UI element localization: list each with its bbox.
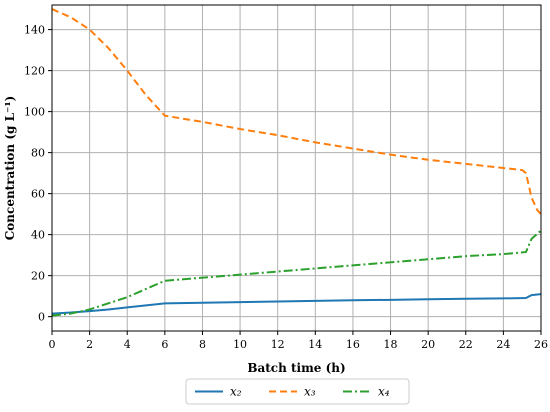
series-line [51, 8, 542, 215]
series-layer [51, 8, 542, 317]
legend-label: x₂ [230, 385, 242, 399]
y-tick-label: 100 [24, 106, 45, 119]
x-tick-label: 16 [346, 338, 360, 351]
legend-box [185, 378, 410, 405]
x-tick-label: 6 [161, 338, 168, 351]
x-tick-label: 12 [271, 338, 285, 351]
ticks-layer: 0 2 4 6 8 10 12 14 16 18 20 22 24 2602040608010012014… [24, 24, 548, 351]
x-tick-label: 20 [421, 338, 435, 351]
x-tick-label: 22 [459, 338, 473, 351]
x-tick-label: 8 [199, 338, 206, 351]
series-line [51, 293, 542, 315]
y-tick-label: 0 [38, 311, 45, 324]
x-tick-label: 2 [86, 338, 93, 351]
legend-label: x₄ [378, 385, 390, 399]
legend-label: x₃ [304, 385, 316, 399]
x-tick-label: 10 [233, 338, 247, 351]
x-tick-label: 0 [49, 338, 56, 351]
grid-layer [51, 5, 542, 331]
x-tick-label: 26 [534, 338, 548, 351]
x-tick-label: 24 [496, 338, 510, 351]
y-tick-label: 40 [31, 229, 45, 242]
series-line [51, 229, 542, 317]
y-tick-label: 20 [31, 270, 45, 283]
x-tick-label: 18 [384, 338, 398, 351]
legend: x₂ x₃ x₄ [185, 378, 410, 405]
y-tick-label: 120 [24, 65, 45, 78]
x-tick-label: 14 [308, 338, 322, 351]
y-tick-label: 140 [24, 24, 45, 37]
x-tick-label: 4 [124, 338, 131, 351]
y-axis-title: Concentration (g L⁻¹) [3, 96, 17, 241]
plot-frame [51, 4, 542, 332]
y-tick-label: 60 [31, 188, 45, 201]
x-axis-title: Batch time (h) [247, 361, 345, 375]
y-tick-label: 80 [31, 147, 45, 160]
